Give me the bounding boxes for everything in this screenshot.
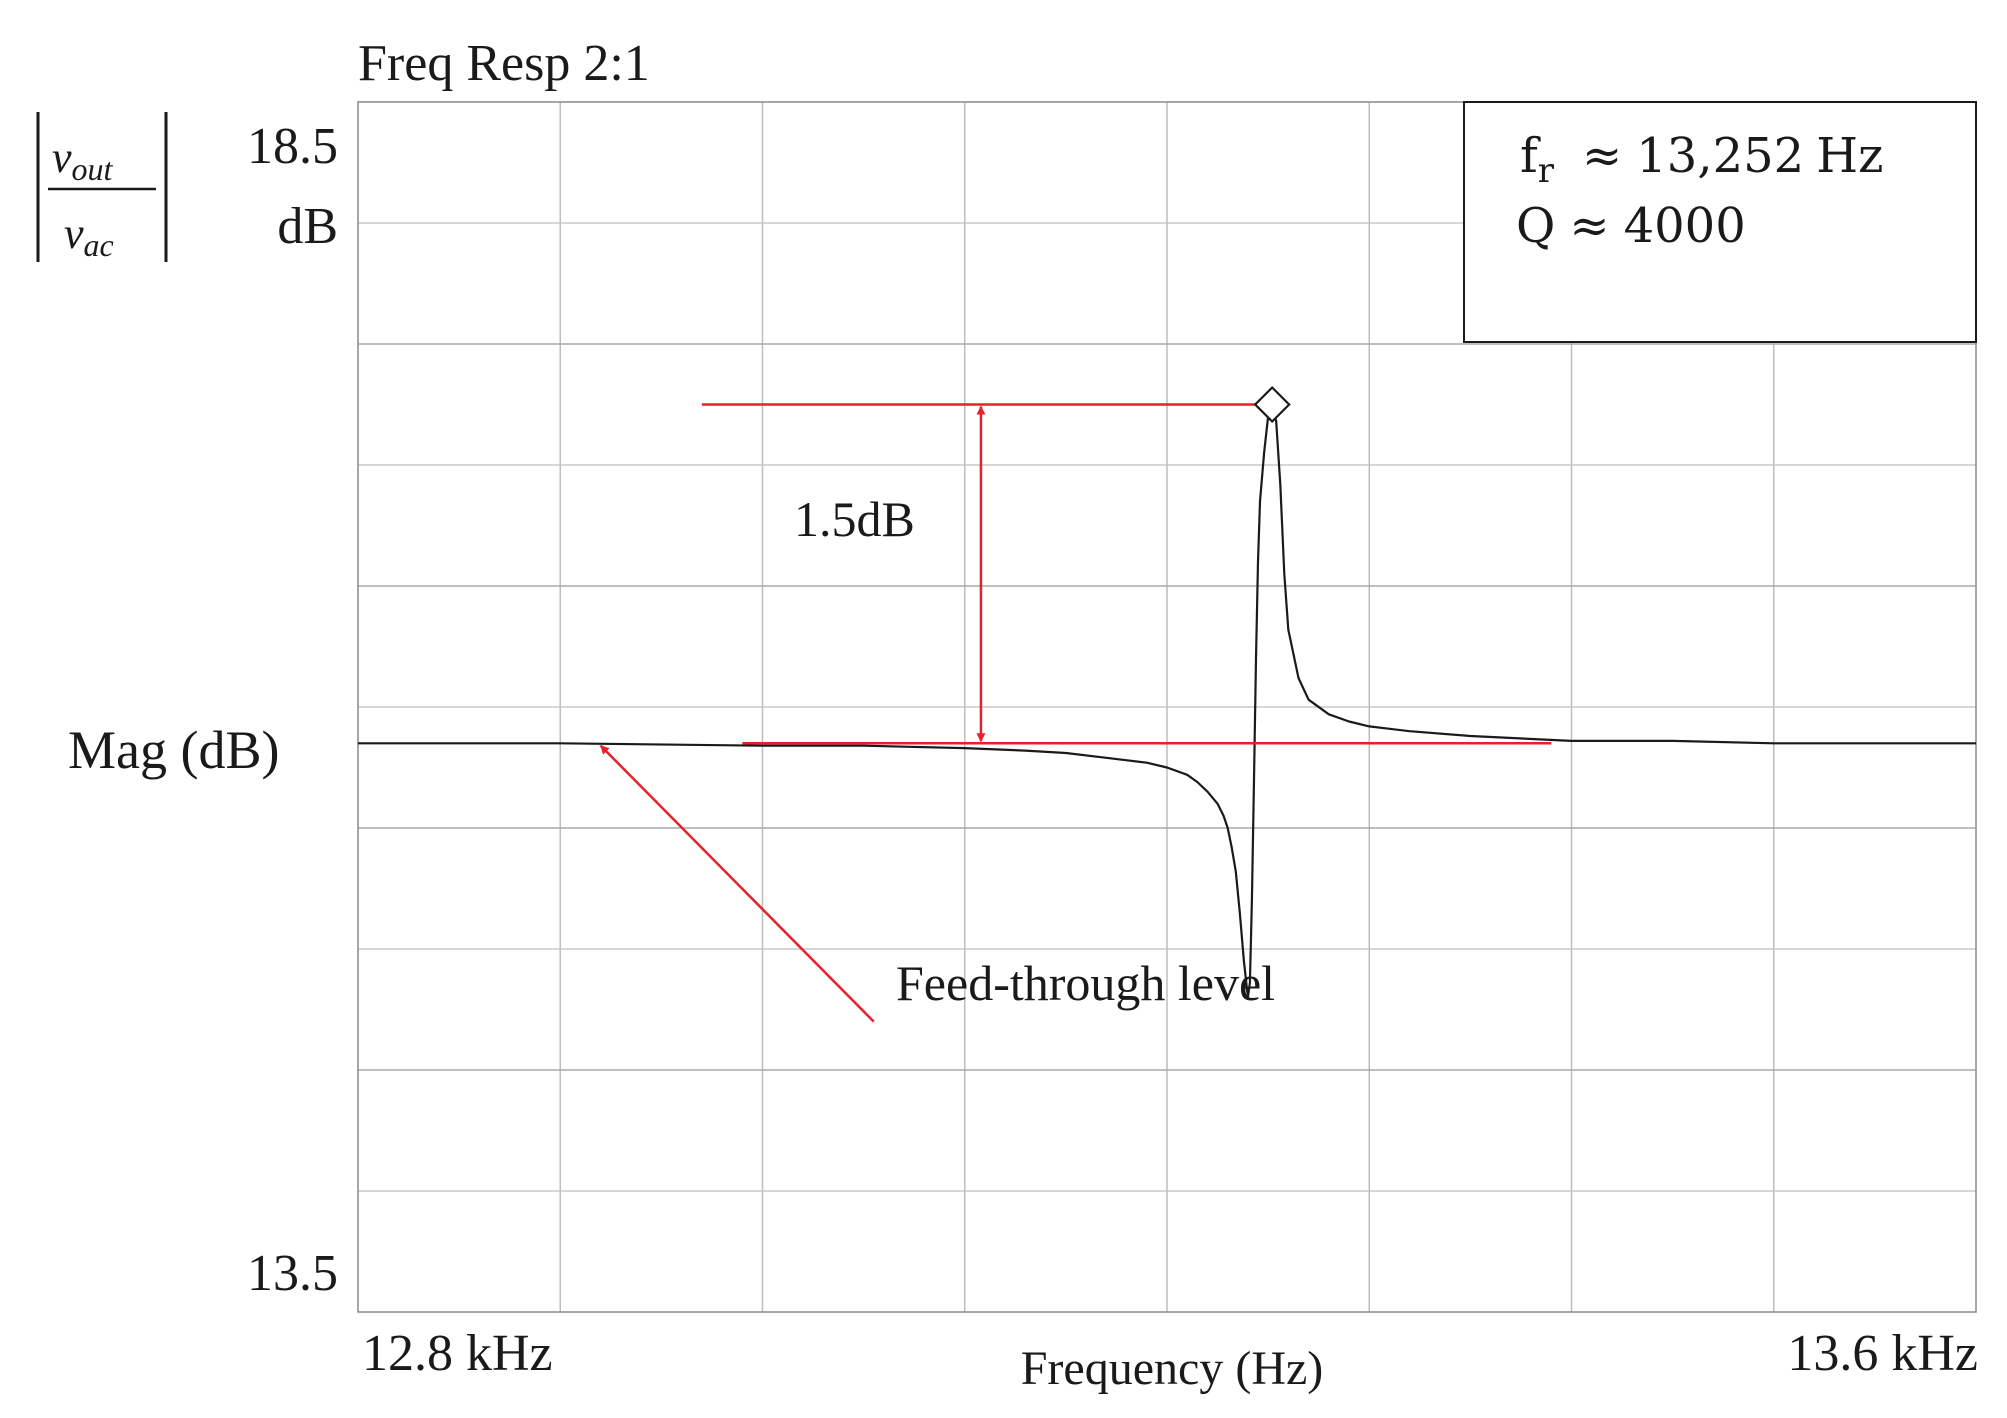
chart-title: Freq Resp 2:1 bbox=[358, 35, 650, 92]
legend-q-value: 4000 bbox=[1624, 198, 1746, 254]
fraction-denominator-sub: ac bbox=[84, 227, 114, 263]
y-tick-label-top: 18.5 bbox=[247, 118, 338, 175]
x-tick-label-left: 12.8 kHz bbox=[362, 1325, 553, 1382]
legend-box bbox=[1463, 101, 1977, 343]
fraction-numerator-sub: out bbox=[72, 151, 114, 187]
feedthrough-label: Feed-through level bbox=[896, 955, 1275, 1011]
svg-text:Q≈4000: Q ≈4000 bbox=[1516, 198, 1746, 254]
y-axis-fraction-label: vout vac bbox=[36, 112, 168, 263]
y-tick-label-top-unit: dB bbox=[277, 198, 338, 255]
plot-frame bbox=[357, 101, 1977, 1313]
svg-text:vout: vout bbox=[52, 133, 114, 187]
legend-fr-sub: r bbox=[1538, 151, 1555, 191]
delta-label: 1.5dB bbox=[794, 491, 915, 547]
legend-fr-relation: ≈ bbox=[1582, 128, 1622, 184]
legend: fr ≈13,252 Hz Q ≈4000 bbox=[1463, 101, 1977, 343]
svg-text:vac: vac bbox=[64, 209, 114, 263]
x-tick-label-right: 13.6 kHz bbox=[1787, 1325, 1978, 1382]
series-line-0 bbox=[358, 403, 1976, 999]
legend-fr-symbol: f bbox=[1520, 128, 1541, 184]
fraction-denominator: v bbox=[64, 209, 84, 258]
y-tick-label-bottom: 13.5 bbox=[247, 1245, 338, 1302]
legend-fr-value: 13,252 bbox=[1636, 128, 1804, 184]
feedthrough-arrow bbox=[599, 744, 875, 1023]
x-axis-label: Frequency (Hz) bbox=[1021, 1342, 1324, 1395]
y-axis-label: Mag (dB) bbox=[68, 720, 279, 780]
peak-marker bbox=[1253, 385, 1291, 424]
series-layer bbox=[358, 403, 1976, 999]
fraction-numerator: v bbox=[52, 133, 72, 182]
legend-q-symbol: Q bbox=[1516, 198, 1555, 254]
legend-q-relation: ≈ bbox=[1569, 198, 1609, 254]
legend-fr-unit: Hz bbox=[1816, 128, 1883, 184]
annotation-layer bbox=[599, 385, 1552, 1023]
